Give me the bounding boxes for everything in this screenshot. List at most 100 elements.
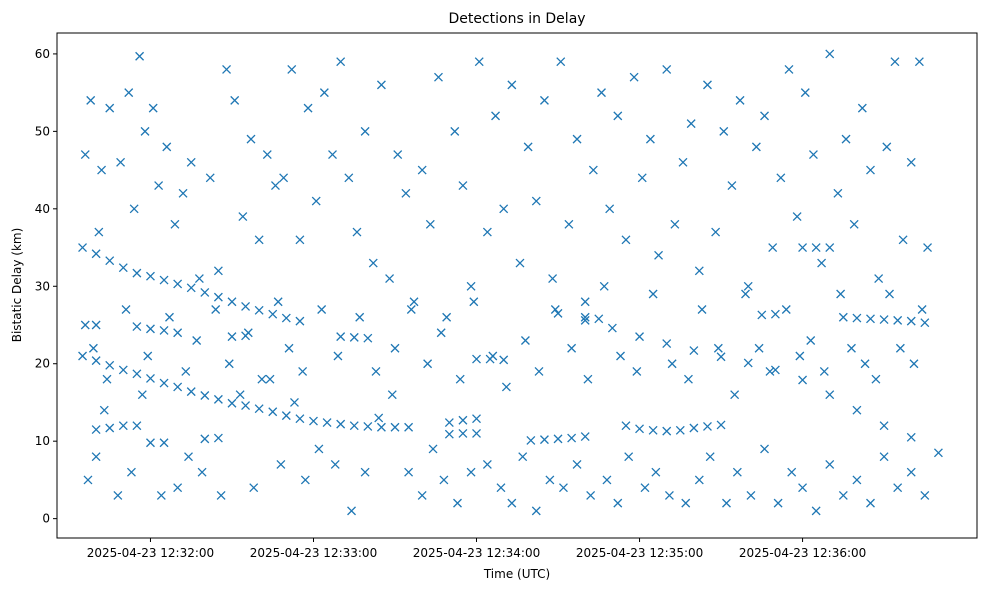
data-point <box>580 297 590 307</box>
data-point <box>192 336 202 345</box>
data-point <box>716 352 726 362</box>
data-point <box>444 429 454 439</box>
data-point <box>91 452 101 462</box>
data-point <box>635 332 644 342</box>
scatter-points <box>78 49 943 516</box>
data-point <box>534 367 544 376</box>
data-point <box>409 297 419 307</box>
data-point <box>798 243 808 253</box>
data-point <box>879 452 889 462</box>
data-point <box>279 173 289 183</box>
data-point <box>811 506 821 516</box>
data-point <box>257 374 267 384</box>
data-point <box>825 49 835 59</box>
data-point <box>140 126 150 136</box>
data-point <box>336 419 346 429</box>
data-point <box>817 258 827 268</box>
data-point <box>254 404 264 414</box>
data-point <box>126 467 136 477</box>
data-point <box>118 263 128 273</box>
data-point <box>173 279 183 289</box>
data-point <box>99 405 109 415</box>
data-point <box>648 289 658 299</box>
data-point <box>159 275 169 285</box>
data-point <box>833 188 843 198</box>
data-point <box>866 498 875 508</box>
data-point <box>241 401 251 411</box>
data-point <box>917 305 927 314</box>
data-point <box>716 420 726 430</box>
data-point <box>678 157 688 167</box>
data-point <box>730 390 740 400</box>
data-point <box>83 475 93 485</box>
data-point <box>156 490 166 500</box>
data-point <box>444 418 454 428</box>
y-tick-label: 30 <box>35 279 50 293</box>
data-point <box>273 297 283 307</box>
data-point <box>352 227 362 237</box>
data-point <box>662 426 672 436</box>
data-point <box>186 387 196 397</box>
data-point <box>186 283 196 293</box>
data-point <box>732 467 742 477</box>
data-point <box>499 355 509 365</box>
data-point <box>496 483 506 493</box>
data-point <box>347 506 356 516</box>
data-point <box>91 249 101 259</box>
data-point <box>654 250 664 260</box>
data-point <box>265 374 275 384</box>
data-point <box>743 358 753 368</box>
plot-frame <box>56 32 978 539</box>
data-point <box>159 378 169 388</box>
data-point <box>80 320 90 330</box>
data-point <box>159 438 169 448</box>
data-point <box>213 394 223 404</box>
data-point <box>920 318 930 328</box>
data-point <box>819 367 829 376</box>
data-point <box>121 305 131 314</box>
data-point <box>825 459 835 469</box>
data-point <box>434 72 443 82</box>
data-point <box>662 64 672 74</box>
data-point <box>262 150 272 160</box>
data-point <box>507 498 517 508</box>
data-point <box>920 490 930 500</box>
data-point <box>290 397 299 407</box>
data-point <box>281 313 291 323</box>
data-point <box>923 243 933 253</box>
data-point <box>605 204 615 214</box>
data-point <box>333 351 343 361</box>
data-point <box>368 258 378 268</box>
data-point <box>580 315 590 325</box>
data-point <box>363 333 373 343</box>
data-point <box>515 258 525 268</box>
data-point <box>539 95 549 105</box>
data-point <box>173 328 183 338</box>
data-point <box>629 72 639 82</box>
data-point <box>637 173 647 183</box>
data-point <box>268 407 278 417</box>
data-point <box>482 227 492 237</box>
data-point <box>751 142 761 152</box>
data-point <box>129 204 139 214</box>
data-point <box>670 219 680 229</box>
data-point <box>135 51 145 61</box>
data-point <box>295 235 305 245</box>
data-point <box>722 498 731 508</box>
data-point <box>735 95 745 105</box>
data-point <box>238 212 248 222</box>
data-point <box>683 374 693 384</box>
data-point <box>360 467 370 477</box>
data-point <box>613 111 623 121</box>
data-point <box>792 212 802 222</box>
data-point <box>458 428 468 438</box>
data-point <box>173 382 183 392</box>
data-point <box>132 322 142 332</box>
data-point <box>216 490 226 500</box>
data-point <box>246 134 256 144</box>
data-point <box>906 467 916 477</box>
data-point <box>507 80 517 90</box>
data-point <box>159 325 169 335</box>
data-point <box>472 428 481 438</box>
